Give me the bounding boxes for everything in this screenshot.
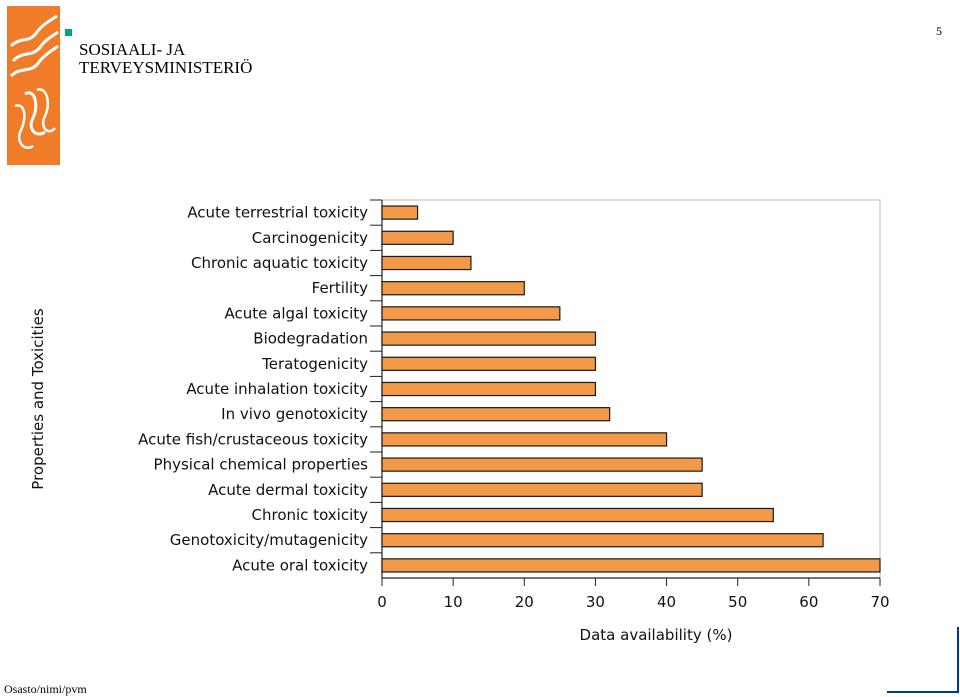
logo-background [7,6,60,165]
bar [381,306,561,321]
x-tick-label: 0 [377,593,387,611]
bar [381,230,454,245]
x-tick-label: 10 [444,593,463,611]
page-number: 5 [936,24,942,38]
corner-frame-mark [887,627,959,693]
bar [381,356,597,371]
organization-title: SOSIAALI- JA TERVEYSMINISTERIÖ [79,40,253,77]
bar [381,255,472,271]
x-tick-label: 60 [799,593,818,611]
category-label: Chronic toxicity [252,506,369,524]
category-label: Acute inhalation toxicity [186,380,368,398]
category-label: Acute oral toxicity [232,556,368,574]
x-axis-title: Data availability (%) [580,626,733,644]
bars-group [381,205,881,573]
footer-text: Osasto/nimi/pvm [4,682,87,696]
x-tick-label: 40 [657,593,676,611]
bar [381,507,774,523]
title-bullet [65,29,72,36]
bar [381,205,419,220]
bar [381,331,597,346]
category-label: Chronic aquatic toxicity [191,254,368,272]
bar [381,381,597,397]
bar-chart: Acute terrestrial toxicity Carcinogenicit… [29,199,890,644]
category-label: Acute fish/crustaceous toxicity [138,430,368,448]
category-label: Fertility [312,279,368,297]
bar [381,432,668,447]
category-label: Genotoxicity/mutagenicity [170,531,368,549]
bar [381,482,703,497]
bar [381,407,611,422]
category-label: Acute dermal toxicity [208,481,368,499]
bar [381,558,881,573]
category-label: Biodegradation [253,330,368,348]
category-labels: Acute terrestrial toxicity Carcinogenicit… [138,204,368,575]
x-axis-ticks: 0 10 20 30 40 50 60 70 [377,578,890,611]
x-tick-label: 30 [586,593,605,611]
y-axis-title: Properties and Toxicities [29,308,47,490]
bar [381,457,703,472]
x-tick-label: 70 [870,593,889,611]
bar [381,533,824,548]
category-label: Teratogenicity [261,355,368,373]
x-tick-label: 50 [728,593,747,611]
category-label: In vivo genotoxicity [221,405,368,423]
category-label: Acute terrestrial toxicity [187,204,368,222]
bar [381,281,525,296]
ministry-logo [7,6,60,165]
x-tick-label: 20 [515,593,534,611]
category-label: Carcinogenicity [252,229,368,247]
category-label: Physical chemical properties [154,456,369,474]
category-label: Acute algal toxicity [225,304,369,322]
